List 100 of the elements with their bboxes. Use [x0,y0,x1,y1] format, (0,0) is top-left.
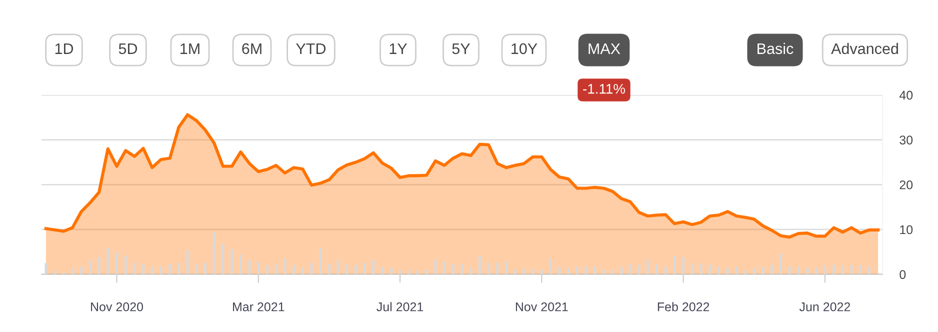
text: YTD [296,43,326,54]
y-tick-label: 10 [900,225,913,234]
bar [133,262,136,274]
bar [487,262,490,274]
x-tick-label: Feb 2022 [658,302,710,312]
bar [646,260,650,274]
bar [814,268,818,274]
bar [116,252,118,274]
bar [505,261,508,274]
bar [638,264,640,274]
x-tick-label: Mar 2021 [233,302,284,312]
bar [532,268,534,274]
bar [744,270,747,274]
text: Advanced [831,42,898,54]
bar [186,250,189,274]
y-tick-label: 0 [900,270,906,279]
bar [717,266,720,274]
bar [336,260,340,274]
text: 5D [118,43,138,54]
x-tick-label: Jul 2021 [376,302,424,312]
bar [566,268,570,274]
bar [770,264,774,274]
bar [390,268,392,274]
bar [478,256,481,274]
bar [98,257,100,274]
bar [274,264,278,274]
bar [71,268,74,274]
bar [452,264,454,274]
bar [328,264,330,274]
bar [832,264,836,274]
bar [656,264,658,274]
bar [602,270,605,274]
bar [319,248,322,274]
bar [230,249,234,274]
bar [398,270,402,274]
bar [549,259,552,274]
bar [346,264,348,274]
bar [443,261,446,274]
bar [142,264,145,274]
bar [301,268,304,274]
bar [700,264,702,274]
bar [177,262,180,274]
bar [841,265,844,274]
bar [806,268,808,274]
y-tick-label: 20 [900,180,913,190]
y-tick-label: 40 [899,90,913,100]
bar [558,266,561,274]
text: Basic [758,42,794,54]
bar [708,264,712,274]
bar [690,263,694,274]
bar [735,266,738,274]
bar [850,265,853,274]
text: 1Y [390,43,408,54]
bar [257,261,260,274]
x-tick-label: Nov 2020 [91,302,144,312]
bar [540,270,543,274]
y-tick-label: 30 [900,136,913,144]
bar [470,268,472,274]
bar [673,256,676,274]
bar [664,266,667,274]
bar [824,266,826,274]
bar [788,266,791,274]
bar [779,253,782,274]
bar [106,248,110,274]
bar [584,266,588,274]
bar [124,255,127,274]
bar [859,265,862,274]
bar [752,268,756,274]
bar [363,262,366,274]
bar [88,260,92,274]
bar [54,270,56,274]
bar [195,264,198,274]
bar [372,260,375,274]
text: MAX [588,43,620,54]
text: 10Y [512,43,538,54]
bar [514,270,516,274]
bar [168,264,172,274]
bar [726,268,729,274]
text: -1.11% [583,84,625,94]
bar [222,244,224,274]
bar [408,270,410,274]
bar [239,254,242,274]
x-tick-label: Nov 2021 [516,302,568,312]
bar [594,266,596,274]
bar [292,265,296,274]
bar [266,265,268,274]
text: 5Y [452,43,470,54]
bar [354,264,358,274]
text: 1M [180,43,200,54]
bar [284,258,286,274]
bar [682,257,685,274]
bar [434,260,437,274]
bar [204,262,207,274]
bar [248,260,251,274]
x-tick-label: Jun 2022 [799,302,850,312]
bar [381,266,384,274]
bar [80,266,83,274]
bar [425,270,428,274]
bar [44,263,48,274]
text: 6M [242,43,262,54]
